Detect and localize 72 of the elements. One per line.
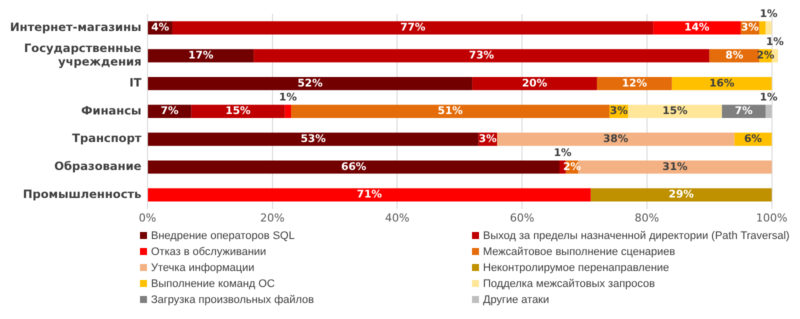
legend-label: Другие атаки xyxy=(482,292,550,307)
data-label: 53% xyxy=(300,132,326,145)
data-label: 52% xyxy=(297,77,324,90)
data-label: 15% xyxy=(225,105,252,118)
data-label: 1% xyxy=(760,8,778,20)
data-label: 3% xyxy=(478,132,498,145)
legend-label: Межсайтовое выполнение сценариев xyxy=(482,244,676,259)
x-tick-label: 0% xyxy=(138,211,156,224)
legend-label: Внедрение операторов SQL xyxy=(150,228,296,243)
data-label: 7% xyxy=(160,105,179,118)
data-label: 20% xyxy=(522,77,548,90)
data-label: 77% xyxy=(400,22,426,34)
data-label: 66% xyxy=(341,160,367,173)
data-label: 14% xyxy=(684,22,710,34)
data-label: 16% xyxy=(709,77,735,90)
y-tick-label: Интернет-магазины xyxy=(10,20,142,34)
y-tick-label: Транспорт xyxy=(72,131,142,146)
x-tick-label: 80% xyxy=(634,211,660,224)
legend-label: Неконтролирумое перенаправление xyxy=(482,260,670,275)
x-tick-label: 40% xyxy=(384,211,410,224)
bar xyxy=(472,76,597,90)
data-label: 1% xyxy=(554,147,572,160)
legend-label: Выход за пределы назначенной директории (Path Traversal) xyxy=(482,228,791,243)
data-label: 12% xyxy=(622,77,648,90)
data-label: 2% xyxy=(563,160,582,173)
bar xyxy=(672,76,772,90)
data-label: 4% xyxy=(151,22,170,34)
bar xyxy=(497,132,734,146)
bar xyxy=(148,188,591,202)
data-label: 6% xyxy=(744,132,762,145)
bar xyxy=(148,132,478,146)
data-label: 3% xyxy=(610,105,628,118)
x-tick-label: 60% xyxy=(510,211,534,224)
y-tick-label: Финансы xyxy=(81,103,142,118)
data-label: 73% xyxy=(468,49,494,62)
data-label: 17% xyxy=(188,49,214,62)
y-tick-label: IT xyxy=(129,76,142,90)
bar xyxy=(759,21,766,35)
legend-label: Подделка межсайтовых запросов xyxy=(482,276,656,291)
y-tick-label: Образование xyxy=(54,159,142,174)
bar xyxy=(766,21,772,35)
x-tick-label: 20% xyxy=(260,211,285,224)
legend-label: Отказ в обслуживании xyxy=(150,244,268,259)
data-label: 51% xyxy=(438,105,464,118)
data-label: 1% xyxy=(279,92,298,104)
y-tick-label: Промышленность xyxy=(22,186,142,201)
bar xyxy=(590,188,772,202)
bar xyxy=(148,49,254,62)
y-tick-label: Государственные учреждения xyxy=(24,40,142,69)
bar xyxy=(628,104,722,118)
data-label: 15% xyxy=(662,105,688,118)
data-label: 38% xyxy=(603,132,629,145)
bar xyxy=(291,104,610,118)
data-label: 71% xyxy=(356,188,382,201)
bar xyxy=(254,49,710,62)
data-label: 1% xyxy=(760,92,778,104)
bar xyxy=(172,21,654,35)
data-label: 31% xyxy=(662,160,688,173)
data-label: 7% xyxy=(734,105,754,118)
data-label: 29% xyxy=(668,188,694,201)
x-tick-label: 100% xyxy=(756,211,788,224)
data-label: 8% xyxy=(725,49,744,62)
legend-label: Утечка информации xyxy=(150,260,256,275)
data-label: 3% xyxy=(740,22,760,34)
legend-label: Загрузка произвольных файлов xyxy=(150,292,316,307)
bar xyxy=(191,104,285,118)
bar xyxy=(284,104,292,118)
bar xyxy=(148,76,472,90)
bar xyxy=(148,160,560,174)
data-label: 1% xyxy=(766,36,784,48)
bar xyxy=(766,104,772,118)
legend-label: Выполнение команд ОС xyxy=(150,276,276,291)
